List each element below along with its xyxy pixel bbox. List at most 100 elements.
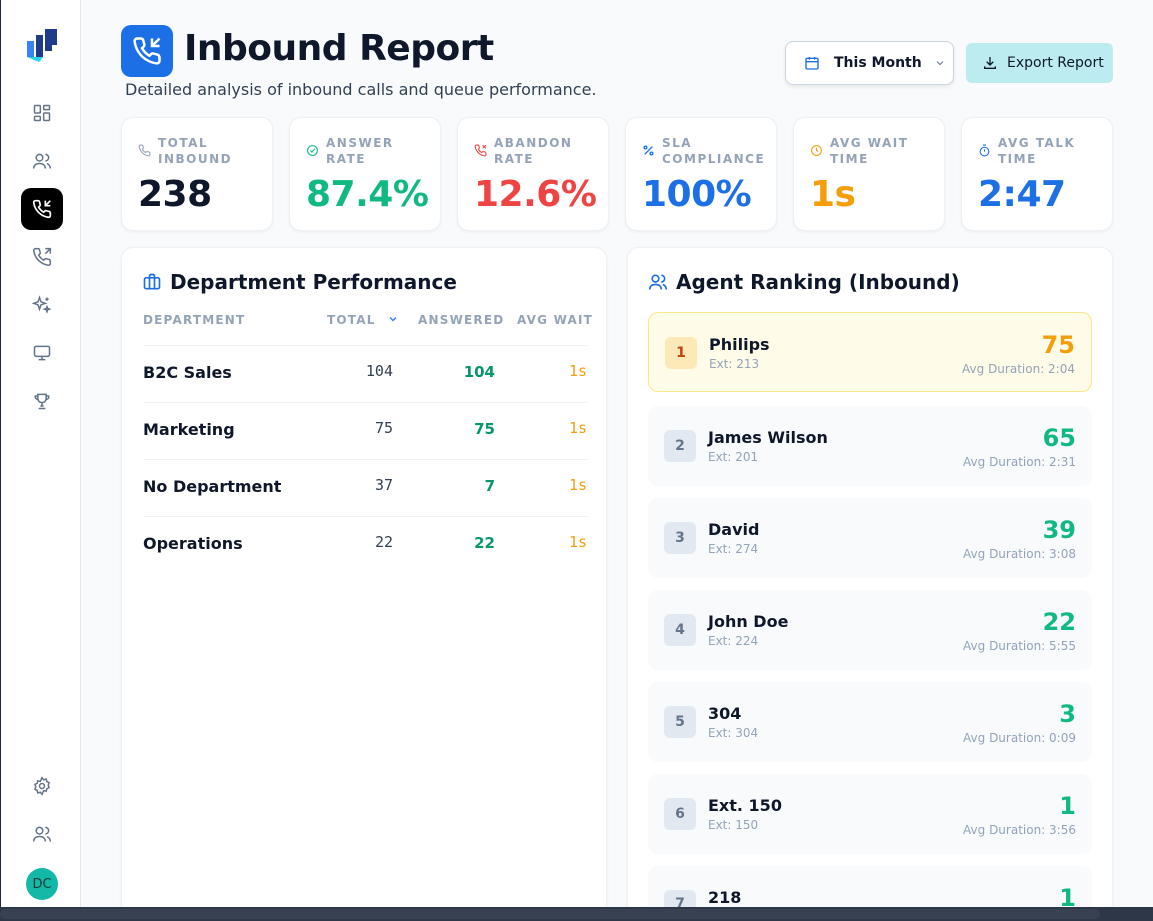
agent-card[interactable]: 7 218 1	[648, 866, 1092, 912]
agent-call-count: 65	[1042, 424, 1076, 452]
column-header-total[interactable]: TOTAL	[327, 313, 399, 327]
nav-users[interactable]	[21, 140, 63, 182]
user-avatar[interactable]: DC	[26, 868, 58, 900]
agent-name: Ext. 150	[708, 796, 782, 815]
column-header-avg-wait[interactable]: AVG WAIT	[517, 313, 594, 327]
agent-ext: Ext: 274	[708, 542, 759, 556]
department-avg-wait: 1s	[568, 362, 587, 380]
phone-missed-icon	[474, 144, 487, 157]
kpi-label: AVG TALK TIME	[998, 136, 1076, 166]
date-range-label: This Month	[834, 55, 922, 71]
agent-card[interactable]: 2 James Wilson Ext: 201 65 Avg Duration:…	[648, 406, 1092, 486]
app-logo[interactable]	[25, 27, 59, 63]
agent-call-count: 22	[1042, 608, 1076, 636]
rank-badge: 1	[665, 337, 697, 369]
nav-leaderboard[interactable]	[21, 380, 63, 422]
kpi-answer-rate: ANSWER RATE 87.4%	[289, 117, 441, 231]
agent-call-count: 1	[1059, 792, 1076, 820]
agent-card[interactable]: 3 David Ext: 274 39 Avg Duration: 3:08	[648, 498, 1092, 578]
department-performance-panel	[121, 247, 607, 921]
agent-ext: Ext: 224	[708, 634, 759, 648]
agent-avg-duration: Avg Duration: 3:56	[963, 823, 1076, 837]
table-row[interactable]: Operations 22 22 1s	[143, 516, 587, 573]
agent-avg-duration: Avg Duration: 3:08	[963, 547, 1076, 561]
calendar-icon	[805, 57, 819, 70]
nav-inbound[interactable]	[21, 188, 63, 230]
sparkle-icon	[32, 295, 52, 314]
scrollbar-thumb[interactable]	[0, 909, 1100, 919]
rank-badge: 4	[664, 614, 696, 646]
agent-call-count: 39	[1042, 516, 1076, 544]
rank-badge: 7	[664, 890, 696, 907]
agent-name: James Wilson	[708, 428, 828, 447]
kpi-label: TOTAL INBOUND	[158, 136, 233, 166]
department-answered: 75	[474, 420, 495, 438]
department-total: 75	[374, 419, 393, 437]
kpi-value: 100%	[642, 174, 752, 215]
department-total: 22	[374, 533, 393, 551]
check-circle-icon	[307, 145, 318, 156]
nav-outbound[interactable]	[21, 236, 63, 278]
kpi-value: 87.4%	[306, 174, 429, 215]
department-avg-wait: 1s	[568, 533, 587, 551]
agent-ext: Ext: 150	[708, 818, 759, 832]
agent-ext: Ext: 304	[708, 726, 759, 740]
page-subtitle: Detailed analysis of inbound calls and q…	[125, 80, 597, 99]
agent-name: 304	[708, 704, 742, 723]
column-header-total-label: TOTAL	[327, 313, 376, 327]
agent-ext: Ext: 213	[709, 357, 760, 371]
gear-icon	[33, 776, 51, 796]
export-report-button[interactable]: Export Report	[966, 43, 1113, 83]
column-header-department[interactable]: DEPARTMENT	[143, 313, 246, 327]
agent-call-count: 75	[1041, 331, 1075, 359]
agent-card[interactable]: 4 John Doe Ext: 224 22 Avg Duration: 5:5…	[648, 590, 1092, 670]
date-range-select[interactable]: This Month	[785, 41, 954, 85]
agent-card[interactable]: 5 304 Ext: 304 3 Avg Duration: 0:09	[648, 682, 1092, 762]
department-total: 37	[374, 476, 393, 494]
users-icon	[32, 153, 52, 169]
agent-name: John Doe	[708, 612, 789, 631]
nav-settings[interactable]	[21, 765, 63, 807]
kpi-value: 12.6%	[474, 174, 597, 215]
department-answered: 22	[474, 534, 495, 552]
department-total: 104	[365, 362, 393, 380]
dashboard-icon	[33, 104, 51, 122]
table-row[interactable]: B2C Sales 104 104 1s	[143, 345, 587, 402]
horizontal-scrollbar[interactable]	[0, 907, 1153, 921]
table-row[interactable]: Marketing 75 75 1s	[143, 402, 587, 459]
nav-dashboard[interactable]	[21, 92, 63, 134]
department-answered: 7	[484, 477, 495, 495]
agent-avg-duration: Avg Duration: 2:31	[963, 455, 1076, 469]
percent-icon	[643, 145, 654, 156]
table-row[interactable]: No Department 37 7 1s	[143, 459, 587, 516]
phone-incoming-icon	[133, 37, 161, 65]
rank-badge: 2	[664, 430, 696, 462]
department-panel-title: Department Performance	[170, 270, 457, 294]
kpi-label: SLA COMPLIANCE	[662, 136, 766, 166]
agent-card[interactable]: 6 Ext. 150 Ext: 150 1 Avg Duration: 3:56	[648, 774, 1092, 854]
nav-ai-insights[interactable]	[21, 284, 63, 326]
rank-badge: 5	[664, 706, 696, 738]
users-icon	[32, 826, 52, 842]
page-title-icon	[121, 25, 173, 77]
column-header-answered[interactable]: ANSWERED	[418, 313, 505, 327]
rank-badge: 3	[664, 522, 696, 554]
department-name: Marketing	[143, 420, 235, 439]
monitor-icon	[33, 345, 51, 361]
phone-incoming-icon	[32, 199, 52, 219]
agent-avg-duration: Avg Duration: 0:09	[963, 731, 1076, 745]
trophy-icon	[34, 393, 50, 410]
users-icon	[648, 274, 668, 290]
nav-monitor[interactable]	[21, 332, 63, 374]
download-icon	[984, 57, 996, 69]
nav-team[interactable]	[21, 813, 63, 855]
kpi-total-inbound: TOTAL INBOUND 238	[121, 117, 273, 231]
kpi-value: 1s	[810, 174, 856, 215]
agent-panel-title: Agent Ranking (Inbound)	[676, 270, 960, 294]
agent-avg-duration: Avg Duration: 5:55	[963, 639, 1076, 653]
agent-ext: Ext: 201	[708, 450, 759, 464]
clock-icon	[811, 145, 822, 156]
agent-card[interactable]: 1 Philips Ext: 213 75 Avg Duration: 2:04	[648, 312, 1092, 392]
department-avg-wait: 1s	[568, 476, 587, 494]
agent-name: Philips	[709, 335, 770, 354]
